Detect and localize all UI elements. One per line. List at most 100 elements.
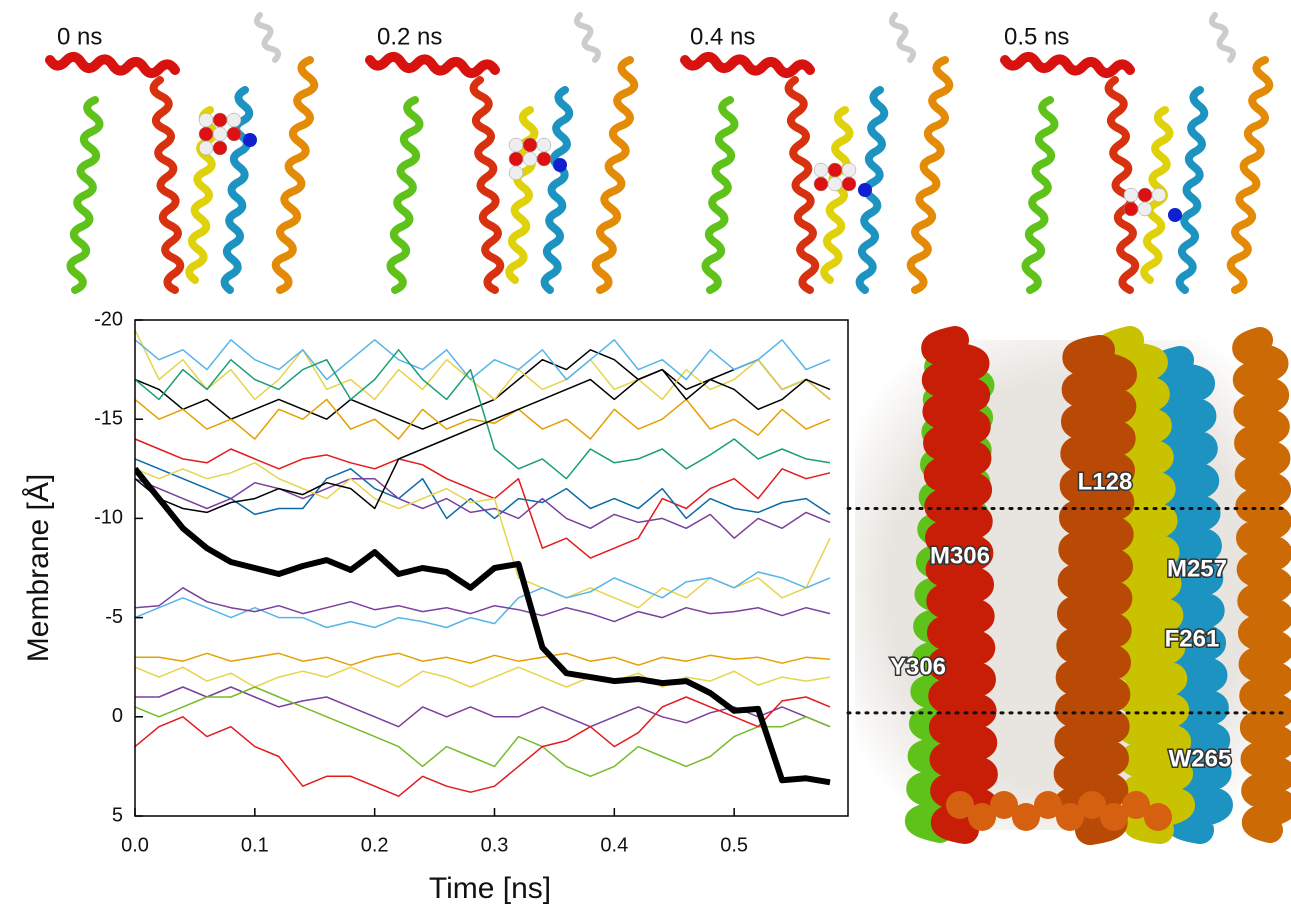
series-line (135, 368, 831, 514)
helix (1021, 96, 1059, 294)
helix (1175, 86, 1209, 294)
water (508, 165, 524, 181)
series-line (135, 666, 831, 688)
lipid (1100, 803, 1128, 831)
series-line (135, 466, 831, 786)
snapshot-label: 0 ns (57, 23, 102, 50)
y-tick-label: 5 (112, 804, 123, 826)
water (508, 151, 524, 167)
lipid (946, 791, 974, 819)
ion (243, 133, 257, 147)
helix (1226, 56, 1274, 294)
chart: -20 -15 -10 -5 0 5 0.0 0.1 0.2 0.3 0.4 0.5 (94, 308, 1287, 856)
water (198, 140, 214, 156)
snapshot: 0 ns (45, 12, 319, 294)
x-tick-label: 0.3 (481, 834, 509, 856)
helix (680, 51, 815, 79)
helix (906, 56, 954, 294)
lipid (1012, 803, 1040, 831)
lipid (1122, 791, 1150, 819)
helix (66, 96, 104, 294)
x-tick-label: 0.2 (361, 834, 389, 856)
closeup: L128 M306 M257 F261 Y306 W265 (855, 326, 1291, 845)
helix (1232, 327, 1291, 843)
helix (1104, 76, 1140, 294)
snapshot-label: 0.4 ns (690, 23, 755, 50)
water (536, 137, 552, 153)
series-line (135, 339, 831, 381)
helix (253, 12, 282, 63)
series-line (135, 349, 831, 480)
series-line (135, 462, 831, 609)
series-line (135, 686, 831, 778)
snapshot-label: 0.5 ns (1004, 23, 1069, 50)
helix (271, 56, 319, 294)
ion (553, 158, 567, 172)
water (522, 151, 538, 167)
water (1137, 187, 1153, 203)
snapshot: 0.5 ns (1000, 12, 1274, 294)
x-tick-label: 0.4 (600, 834, 628, 856)
series-group (135, 329, 831, 797)
x-tick-label: 0.1 (241, 834, 269, 856)
helix (505, 106, 539, 284)
x-axis-title: Time [ns] (429, 872, 551, 905)
residue-label: W265 (1169, 745, 1232, 772)
water (198, 112, 214, 128)
water (212, 140, 228, 156)
lipid (990, 791, 1018, 819)
snapshot-label: 0.2 ns (377, 23, 442, 50)
lipid (1056, 803, 1084, 831)
series-line (135, 696, 831, 797)
series-line (135, 477, 831, 539)
water (212, 112, 228, 128)
ion (1168, 208, 1182, 222)
structure-renders: 0 ns 0.2 ns 0.4 ns 0.5 ns L128 M306 M257 F261 Y3… (45, 12, 1291, 845)
water (226, 112, 242, 128)
residue-label: F261 (1165, 625, 1220, 652)
water (198, 126, 214, 142)
lipid (1078, 791, 1106, 819)
y-tick-label: -15 (94, 407, 123, 429)
y-tick-label: 0 (112, 705, 123, 727)
residue-label: M306 (930, 542, 990, 569)
helix (888, 12, 917, 63)
water (1151, 187, 1167, 203)
water (1137, 201, 1153, 217)
water (813, 176, 829, 192)
helix (365, 51, 500, 79)
helix (701, 96, 739, 294)
water (827, 176, 843, 192)
water (841, 162, 857, 178)
helix (1094, 326, 1195, 844)
series-line (135, 438, 831, 559)
helix (820, 106, 854, 284)
y-tick-label: -5 (105, 606, 123, 628)
water (1123, 187, 1139, 203)
lipid (1144, 803, 1172, 831)
y-axis-title: Membrane [Å] (22, 474, 55, 662)
snapshot: 0.4 ns (680, 12, 954, 294)
helix (921, 326, 999, 844)
water (827, 162, 843, 178)
residue-label: M257 (1167, 555, 1227, 582)
helix (149, 76, 185, 294)
series-line (135, 686, 831, 728)
water (813, 162, 829, 178)
helix (386, 96, 424, 294)
water (522, 137, 538, 153)
x-tick-label: 0.5 (720, 834, 748, 856)
series-line (135, 349, 831, 430)
water (536, 151, 552, 167)
helix (45, 51, 180, 79)
water (226, 126, 242, 142)
y-tick-label: -20 (94, 308, 123, 330)
helix (1053, 335, 1137, 845)
series-line (135, 571, 831, 629)
y-tick-label: -10 (94, 507, 123, 529)
lipid (968, 803, 996, 831)
ion (858, 183, 872, 197)
series-line (135, 458, 831, 520)
helix (573, 12, 602, 63)
